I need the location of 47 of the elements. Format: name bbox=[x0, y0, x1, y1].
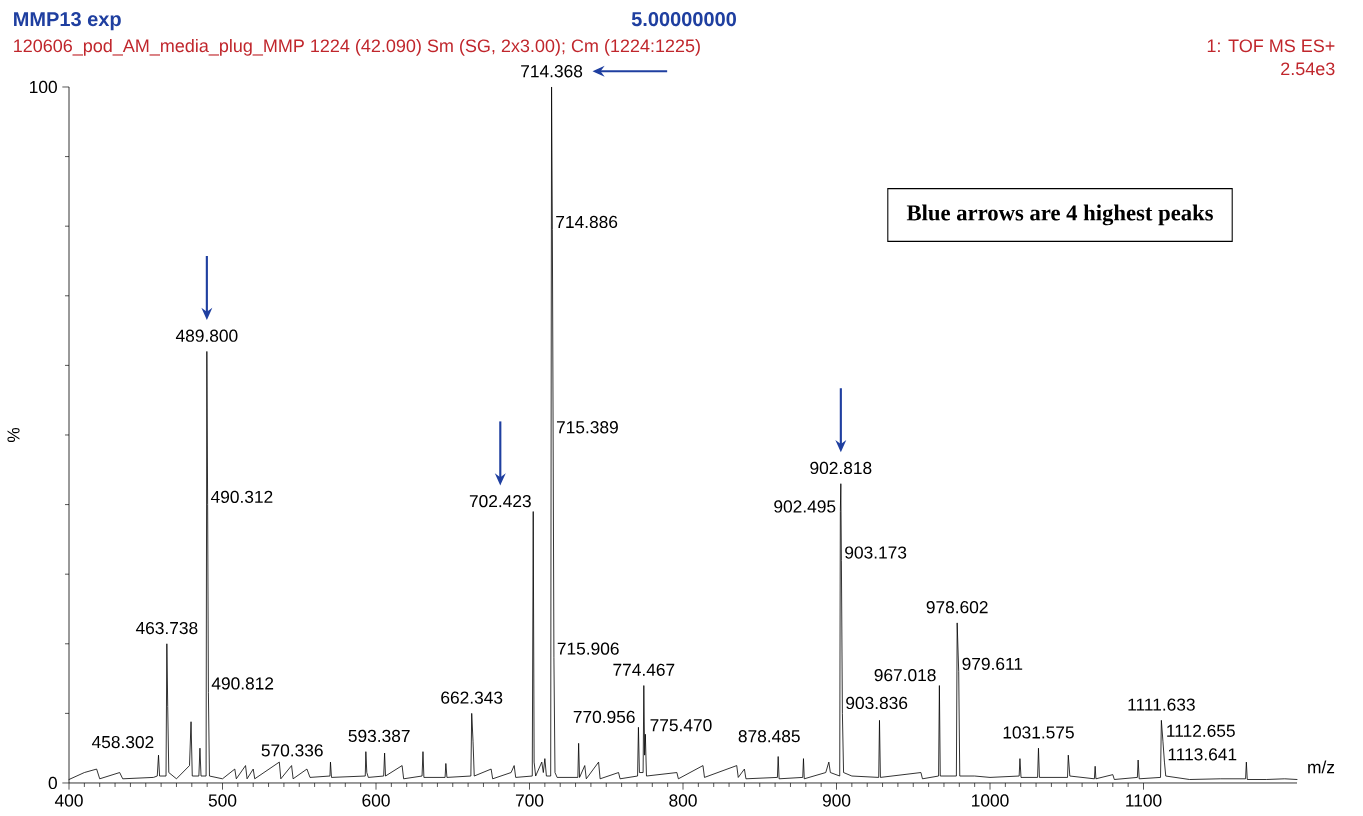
annotation: 490.812 bbox=[211, 677, 274, 690]
annotation: 489.800 bbox=[175, 329, 238, 342]
annotation: 1112.655 bbox=[1167, 724, 1235, 737]
annotation: Blue arrows are 4 highest peaks bbox=[906, 204, 1213, 226]
annotation: 902.818 bbox=[810, 461, 872, 475]
annotation: 570.336 bbox=[261, 744, 323, 757]
y-axis-title: % bbox=[7, 427, 20, 443]
annotation: 979.611 bbox=[962, 657, 1023, 671]
y-tick-label: 0 bbox=[48, 776, 57, 790]
annotation: 593.387 bbox=[348, 729, 410, 743]
annotation: 903.836 bbox=[846, 696, 908, 710]
annotation: 1113.641 bbox=[1168, 748, 1237, 761]
annotation: 463.738 bbox=[135, 621, 198, 635]
annotation: 714.368 bbox=[521, 65, 583, 78]
x-tick-label: 900 bbox=[822, 794, 851, 807]
annotation: 1031.575 bbox=[1003, 726, 1074, 739]
line-series bbox=[68, 86, 1298, 780]
x-tick-label: 500 bbox=[208, 794, 237, 807]
text: 2.54e3 bbox=[1281, 62, 1335, 76]
annotation: 458.302 bbox=[91, 735, 154, 749]
annotation: 878.485 bbox=[738, 730, 800, 743]
x-axis-title: m/z bbox=[1308, 760, 1335, 774]
annotation: 715.906 bbox=[557, 642, 619, 655]
annotation: 775.470 bbox=[650, 719, 712, 732]
annotation: 715.389 bbox=[556, 421, 618, 434]
chart-title: MMP13 exp bbox=[14, 12, 121, 31]
annotation: 774.467 bbox=[613, 663, 675, 676]
x-tick-label: 800 bbox=[669, 794, 697, 807]
text: 1: TOF MS ES+ bbox=[1207, 39, 1335, 53]
annotation: 978.602 bbox=[926, 601, 988, 614]
x-tick-label: 700 bbox=[515, 794, 544, 807]
y-tick-label: 100 bbox=[30, 80, 57, 94]
x-tick-label: 600 bbox=[362, 794, 390, 807]
chart-subtitle: 120606_pod_AM_media_plug_MMP 1224 (42.090) Sm (SG, 2x3.00); Cm (1224:1225) bbox=[14, 38, 700, 56]
x-tick-label: 1000 bbox=[972, 794, 1009, 807]
annotation: 903.173 bbox=[845, 546, 907, 559]
text: 5.00000000 bbox=[631, 12, 736, 27]
annotation: 662.343 bbox=[441, 691, 503, 704]
annotation: 490.312 bbox=[210, 490, 273, 503]
annotation: 967.018 bbox=[874, 669, 936, 682]
annotation: 714.886 bbox=[556, 215, 618, 229]
x-tick-label: 1100 bbox=[1126, 794, 1162, 807]
annotation: 702.423 bbox=[469, 495, 531, 508]
annotation: 1111.633 bbox=[1128, 698, 1195, 711]
annotation: 902.495 bbox=[774, 500, 836, 513]
x-tick-label: 400 bbox=[54, 794, 83, 807]
annotation: 770.956 bbox=[573, 710, 635, 724]
